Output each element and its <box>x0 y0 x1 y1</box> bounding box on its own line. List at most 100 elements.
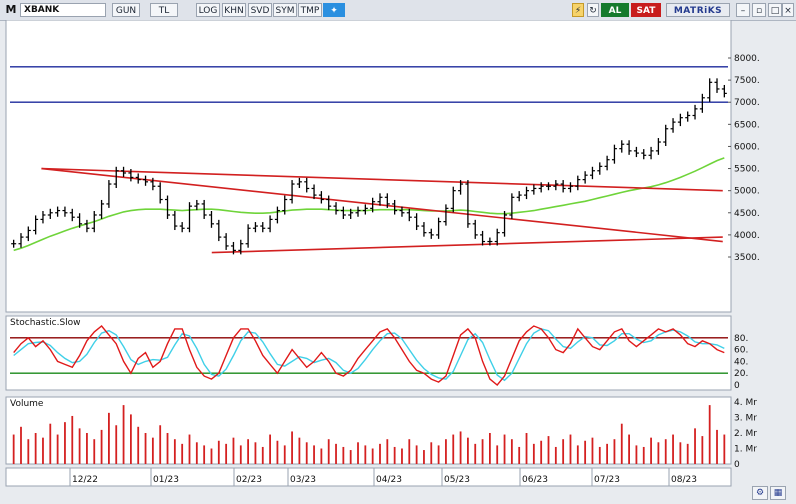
stochastic-grid <box>10 337 728 374</box>
volume-title: Volume <box>10 399 44 409</box>
stochastic-tick-label: 20. <box>734 369 748 379</box>
price-bar <box>582 171 588 184</box>
price-bar <box>377 193 383 206</box>
trendline[interactable] <box>211 236 723 254</box>
stochastic-k-line <box>13 325 725 386</box>
sell-button[interactable]: SAT <box>631 3 661 17</box>
price-bar <box>238 239 244 255</box>
price-bar <box>480 230 486 246</box>
date-tick-label: 03/23 <box>290 475 316 485</box>
stochastic-title: Stochastic.Slow <box>10 318 81 328</box>
price-tick-label: 6500. <box>734 120 760 130</box>
price-bar <box>597 162 603 175</box>
khn-button[interactable]: KHN <box>222 3 246 17</box>
maximize-icon[interactable]: □ <box>768 3 782 17</box>
price-bar <box>113 166 119 189</box>
volume-tick-label: 2. Mr <box>734 429 757 439</box>
price-bar <box>531 184 537 195</box>
price-tick-label: 5000. <box>734 187 760 197</box>
price-bar <box>230 241 236 255</box>
price-bar <box>223 233 229 250</box>
price-bar <box>663 124 669 147</box>
date-axis: 12/22 01/23 02/23 03/23 04/23 05/23 06/23 07/23… <box>69 468 697 486</box>
layout-icon[interactable]: ▦ <box>770 486 786 500</box>
refresh-icon[interactable]: ↻ <box>587 3 599 17</box>
price-bar <box>399 206 405 217</box>
price-bar <box>524 186 530 200</box>
stochastic-tick-label: 40. <box>734 357 748 367</box>
sma-layer <box>13 157 725 252</box>
stochastic-d-line <box>13 328 725 382</box>
price-bar <box>648 146 654 160</box>
matriks-logo[interactable]: M <box>5 3 17 16</box>
price-bar <box>670 118 676 133</box>
price-bar <box>157 182 163 204</box>
price-bar <box>333 202 339 215</box>
price-bar <box>165 195 171 219</box>
price-bar <box>458 180 464 195</box>
price-bar <box>289 180 295 204</box>
price-axis: 3500. 4000. 4500. 5000. 5500. 6000. 6500. 7000.… <box>728 54 760 263</box>
tmp-button[interactable]: TMP <box>298 3 322 17</box>
price-bar <box>106 180 112 208</box>
stochastic-axis: 80. 60.40. 20. 0 <box>734 334 748 391</box>
stochastic-tick-label: 80. <box>734 334 748 344</box>
currency-tl-button[interactable]: TL <box>150 3 178 17</box>
price-bar <box>282 195 288 215</box>
date-tick-label: 05/23 <box>444 475 470 485</box>
price-bar <box>428 228 434 239</box>
price-bar <box>201 199 207 219</box>
volume-tick-label: 0 <box>734 460 740 470</box>
price-bar <box>560 180 566 193</box>
price-bar <box>685 111 691 122</box>
price-bar <box>641 149 647 160</box>
price-bar <box>296 177 302 189</box>
price-bar <box>707 78 713 102</box>
price-bar <box>318 191 324 204</box>
settings-icon[interactable]: ⚙ <box>752 486 768 500</box>
price-bar <box>487 237 493 246</box>
volume-bars <box>12 405 726 464</box>
price-bar <box>326 195 332 211</box>
chart-area: 3500. 4000. 4500. 5000. 5500. 6000. 6500. 7000.… <box>5 20 760 487</box>
date-tick-label: 02/23 <box>236 475 262 485</box>
period-gun-button[interactable]: GUN <box>112 3 140 17</box>
volume-panel-bg <box>5 396 732 465</box>
price-tick-label: 5500. <box>734 165 760 175</box>
restore-icon[interactable]: ▫ <box>752 3 766 17</box>
price-tick-label: 4000. <box>734 231 760 241</box>
price-bar <box>47 208 53 219</box>
price-tick-label: 6000. <box>734 142 760 152</box>
log-button[interactable]: LOG <box>196 3 220 17</box>
price-bar <box>172 211 178 231</box>
trendline[interactable] <box>41 167 723 243</box>
price-bar <box>11 239 17 248</box>
price-tick-label: 7500. <box>734 76 760 86</box>
price-bar <box>589 166 595 180</box>
symbol-input[interactable]: XBANK <box>20 3 106 17</box>
buy-button[interactable]: AL <box>601 3 629 17</box>
price-bar <box>143 175 149 186</box>
price-bar <box>502 211 508 237</box>
trendline[interactable] <box>41 167 723 192</box>
close-icon[interactable]: × <box>782 3 794 17</box>
price-tick-label: 8000. <box>734 54 760 64</box>
trendlines <box>41 167 723 254</box>
stochastic-panel-bg <box>5 315 732 391</box>
price-bar <box>619 140 625 153</box>
svd-button[interactable]: SVD <box>248 3 272 17</box>
date-tick-label: 12/22 <box>72 475 98 485</box>
price-bar <box>348 208 354 219</box>
minimize-icon[interactable]: – <box>736 3 750 17</box>
twitter-icon[interactable]: ✦ <box>323 3 345 17</box>
date-tick-label: 06/23 <box>522 475 548 485</box>
volume-axis: 4. Mr 3. Mr 2. Mr 1. Mr 0 <box>734 398 757 470</box>
toolbar: M XBANK GUN TL LOG KHN SVD SYM TMP ✦ ⚡ ↻… <box>0 0 796 21</box>
price-bar <box>421 222 427 237</box>
sym-button[interactable]: SYM <box>273 3 297 17</box>
price-bar <box>575 175 581 191</box>
price-bar <box>69 208 75 222</box>
price-bar <box>40 211 46 224</box>
price-tick-label: 4500. <box>734 209 760 219</box>
alarm-icon[interactable]: ⚡ <box>572 3 584 17</box>
